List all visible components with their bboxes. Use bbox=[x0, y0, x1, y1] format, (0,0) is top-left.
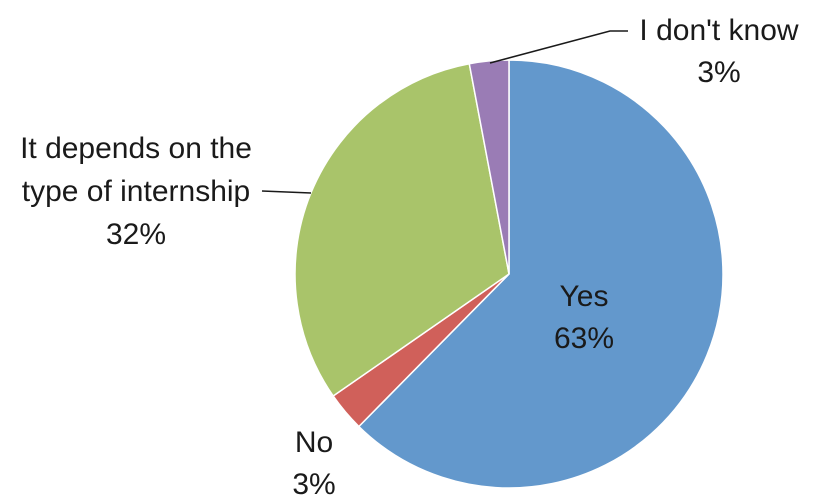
pie-slice-yes bbox=[357, 59, 724, 489]
label-depends-line2: type of internship bbox=[22, 175, 250, 208]
label-yes-value: 63% bbox=[554, 322, 614, 355]
label-yes-name: Yes bbox=[560, 280, 609, 313]
pie-slices bbox=[294, 59, 724, 489]
label-depends-line1: It depends on the bbox=[20, 132, 252, 165]
leader-line-depends bbox=[261, 190, 312, 194]
leader-line-dont-know bbox=[489, 30, 628, 64]
slice-labels: Yes 63% No 3% It depends on the type of … bbox=[20, 14, 799, 501]
label-no-value: 3% bbox=[292, 468, 335, 501]
label-dont-know-name: I don't know bbox=[639, 14, 798, 47]
label-depends-value: 32% bbox=[106, 218, 166, 251]
pie-slice-it-depends-on-the-type-of-internship bbox=[294, 62, 510, 398]
label-dont-know-value: 3% bbox=[697, 56, 740, 89]
label-no-name: No bbox=[295, 426, 333, 459]
pie-slice-i-don-t-know bbox=[468, 59, 510, 275]
leader-lines bbox=[261, 30, 628, 194]
